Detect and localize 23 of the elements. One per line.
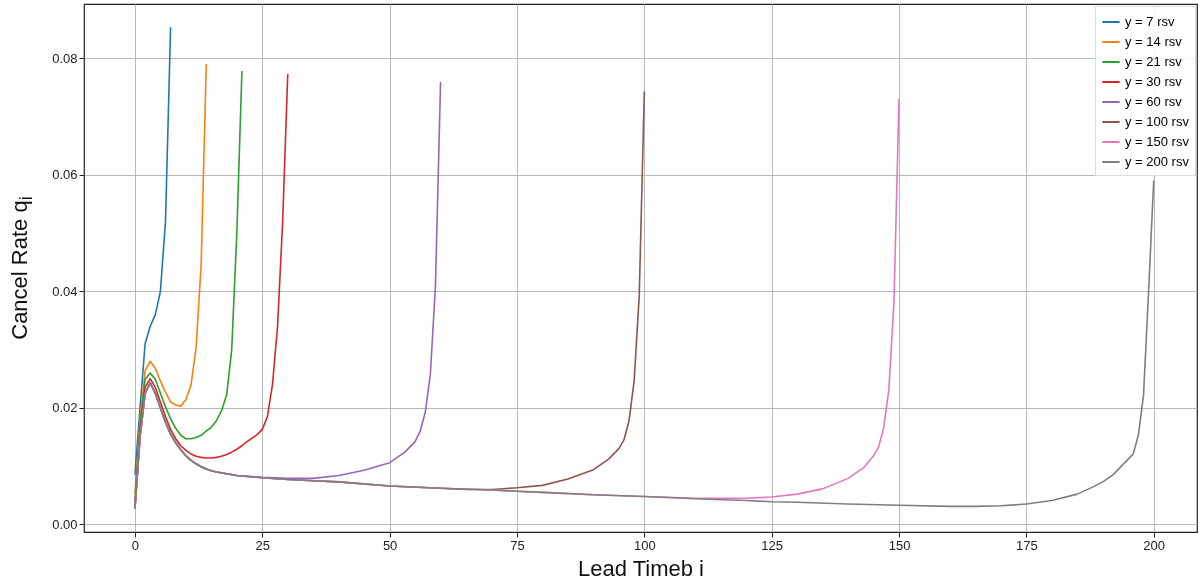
legend-label: y = 30 rsv: [1125, 74, 1183, 89]
x-tick-label: 25: [255, 537, 271, 553]
x-tick-label: 50: [382, 537, 398, 553]
legend-label: y = 100 rsv: [1125, 114, 1190, 129]
legend-label: y = 21 rsv: [1125, 54, 1183, 69]
x-tick-label: 75: [510, 537, 525, 553]
legend-label: y = 200 rsv: [1125, 154, 1190, 169]
y-tick-label: 0.00: [52, 516, 78, 532]
legend-label: y = 14 rsv: [1125, 34, 1183, 49]
y-tick-label: 0.06: [52, 167, 78, 183]
x-tick-label: 100: [633, 537, 656, 553]
y-tick-label: 0.08: [52, 50, 78, 66]
x-tick-label: 0: [131, 537, 140, 553]
x-tick-label: 200: [1143, 537, 1166, 553]
x-tick-label: 125: [761, 537, 784, 553]
legend-label: y = 7 rsv: [1125, 14, 1175, 29]
x-tick-label: 150: [888, 537, 911, 553]
x-tick-label: 175: [1016, 537, 1038, 553]
legend-label: y = 60 rsv: [1125, 94, 1183, 109]
x-axis-title: Lead Timeb i: [578, 555, 704, 581]
y-tick-label: 0.04: [52, 283, 78, 299]
y-tick-label: 0.02: [52, 400, 78, 416]
legend-label: y = 150 rsv: [1125, 134, 1190, 149]
